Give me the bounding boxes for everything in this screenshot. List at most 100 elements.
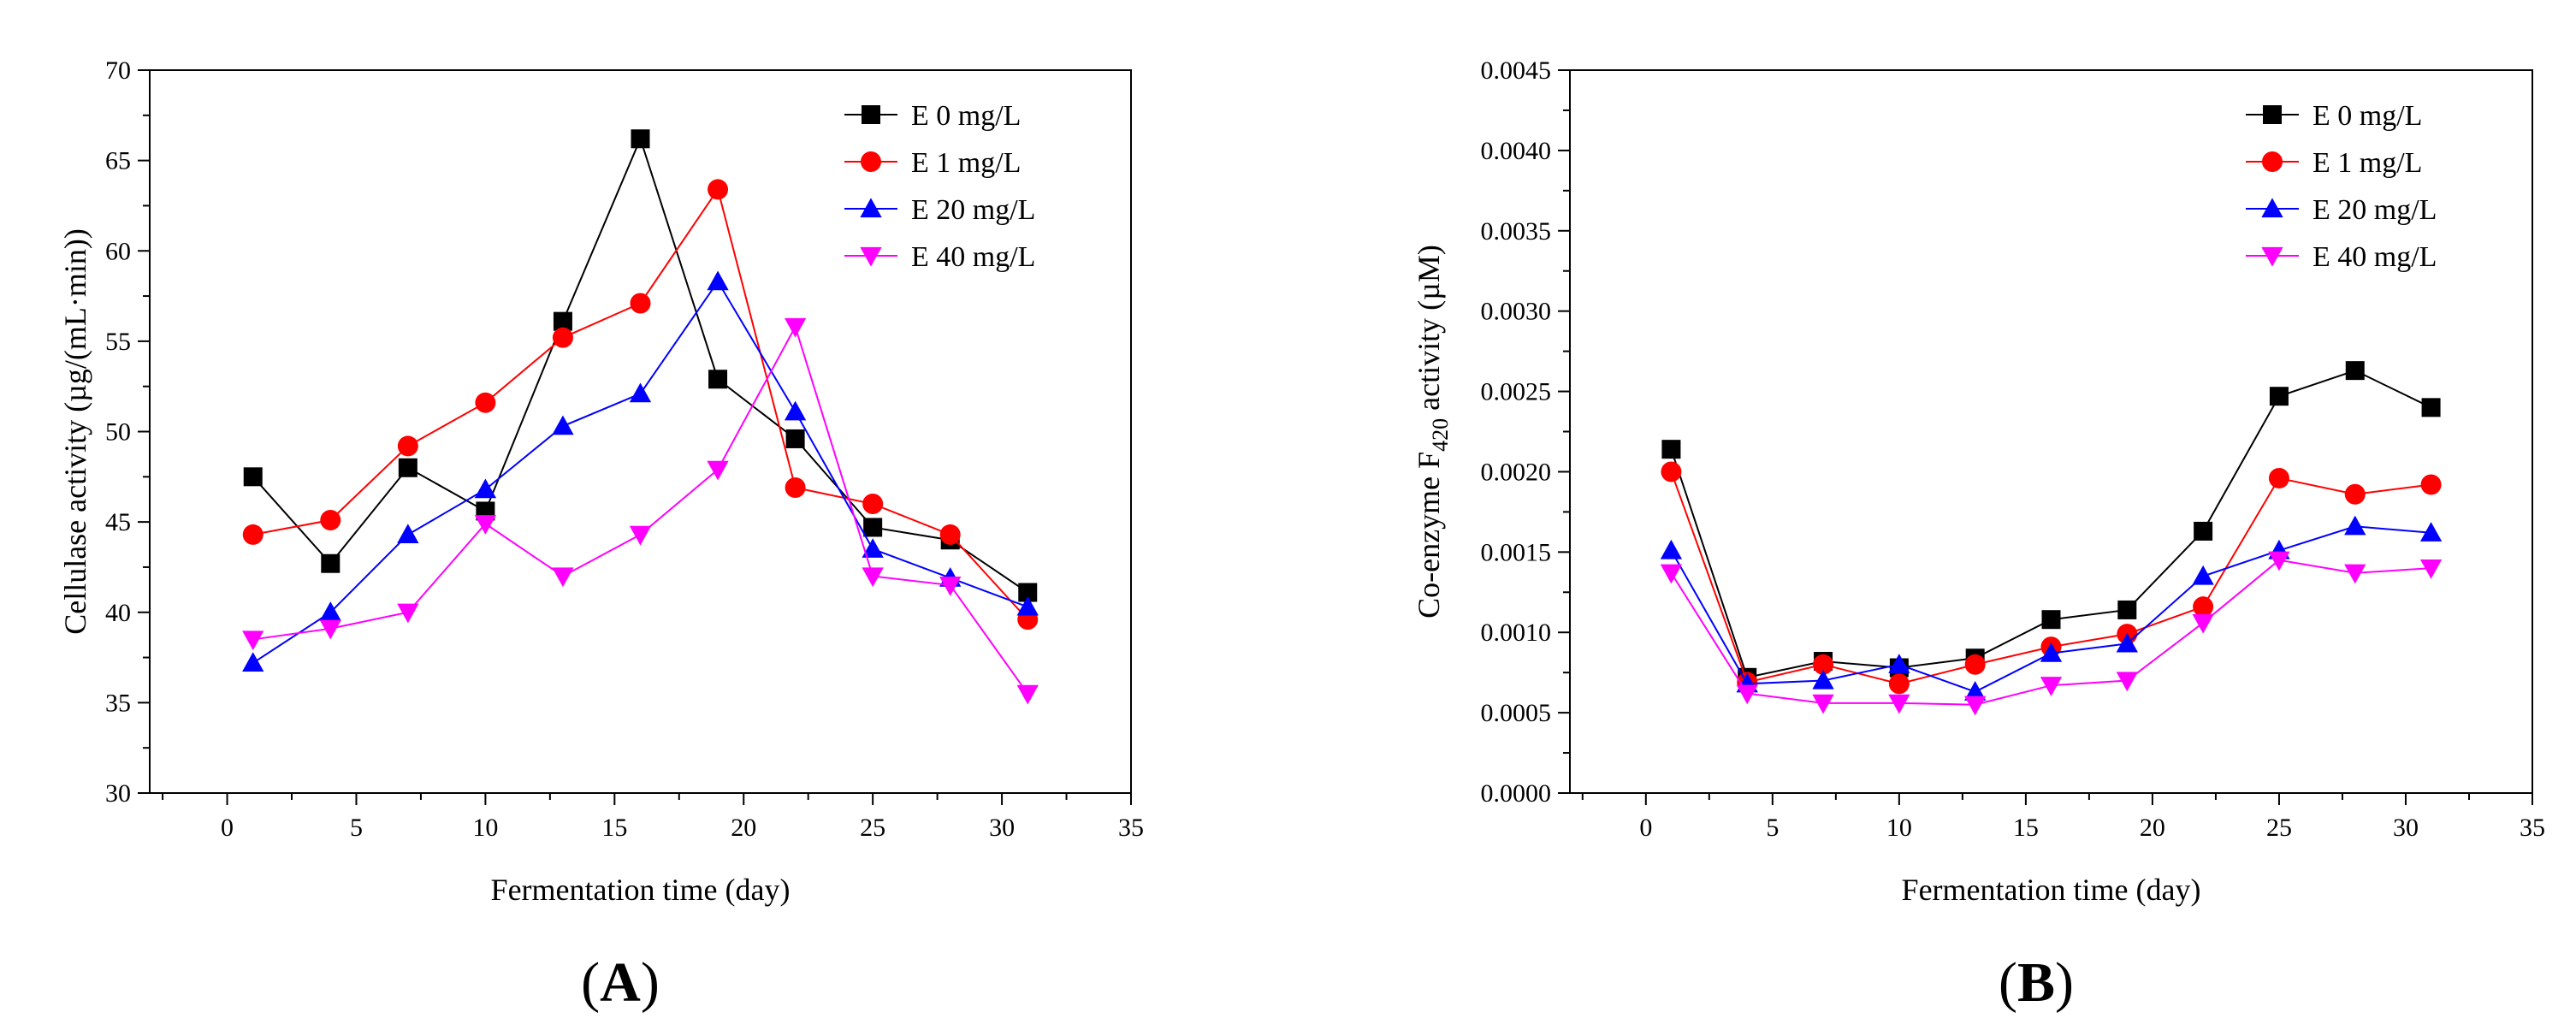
chart-a-data-point: [242, 652, 264, 672]
chart-b-x-tick-label: 15: [2013, 814, 2039, 842]
chart-b-legend-entry: E 40 mg/L: [2246, 241, 2437, 273]
chart-a-data-point: [552, 567, 574, 588]
chart-a-data-point: [629, 382, 652, 403]
chart-a-data-point: [629, 525, 652, 546]
chart-a-series-line: [252, 324, 1029, 695]
chart-a-x-tick-label: 10: [472, 814, 498, 842]
chart-b-data-point: [2040, 642, 2063, 662]
chart-b-x-tick-label: 5: [1766, 814, 1779, 842]
chart-a-y-tick-label: 50: [105, 418, 131, 447]
chart-b-legend-label: E 20 mg/L: [2312, 194, 2437, 226]
chart-a-x-tick-label: 5: [350, 814, 363, 842]
chart-b-x-tick-label: 35: [2520, 814, 2545, 842]
chart-a-legend-marker: [862, 105, 880, 124]
chart-a-legend-marker: [860, 246, 882, 267]
chart-a-x-tick-label: 25: [860, 814, 885, 842]
chart-b-legend-marker: [2261, 246, 2283, 267]
chart-b-data-point: [1964, 654, 1986, 675]
chart-a-data-point: [631, 129, 650, 149]
chart-b-data-point: [2269, 387, 2289, 406]
chart-a-data-point: [707, 270, 729, 291]
chart-a-x-tick-label: 15: [601, 814, 627, 842]
chart-b-data-point: [2040, 677, 2063, 696]
chart-b-x-tick-label: 0: [1639, 814, 1652, 842]
chart-b-y-axis-title: Co-enzyme F420 activity (µM): [1412, 245, 1453, 619]
chart-a-data-point: [785, 429, 805, 448]
chart-a-data-point: [1018, 583, 1038, 602]
chart-b-data-point: [2041, 610, 2061, 630]
chart-b-data-point: [1812, 694, 1834, 714]
chart-b-x-tick-label: 10: [1886, 814, 1912, 842]
chart-a-x-tick-label: 20: [731, 814, 756, 842]
chart-a-legend-marker: [860, 198, 882, 218]
chart-a-legend-label: E 20 mg/L: [911, 194, 1035, 226]
chart-b-data-point: [1812, 669, 1834, 690]
chart-a-data-point: [784, 317, 807, 338]
chart-a-data-point: [474, 478, 497, 499]
chart-a-data-point: [553, 311, 572, 331]
chart-a-series-3: [242, 270, 1039, 672]
chart-a-data-point: [862, 494, 884, 514]
panel-label-a: (A): [581, 951, 660, 1014]
chart-a-data-point: [475, 392, 496, 413]
chart-a-data-point: [939, 576, 962, 596]
chart-a-data-point: [862, 567, 884, 588]
chart-a-x-tick-label: 0: [221, 814, 234, 842]
chart-b-legend-entry: E 0 mg/L: [2246, 100, 2422, 132]
chart-a-series-line: [252, 280, 1028, 664]
chart-a-y-tick-label: 35: [105, 689, 131, 717]
chart-b-data-point: [1964, 696, 1987, 716]
chart-a-data-point: [242, 524, 264, 545]
chart-a-data-point: [784, 400, 807, 421]
chart-a-data-point: [708, 370, 728, 389]
chart-b-y-tick-label: 0.0000: [1481, 779, 1552, 808]
chart-b-series-line: [1670, 370, 2432, 678]
chart-b-data-point: [1660, 564, 1683, 584]
chart-b-data-point: [2192, 565, 2214, 585]
chart-a-data-point: [707, 460, 729, 481]
chart-a-data-point: [939, 524, 961, 545]
chart-b-data-point: [2345, 361, 2365, 381]
chart-a-data-point: [397, 603, 419, 624]
chart-a-data-point: [708, 179, 729, 200]
chart-a-legend-label: E 40 mg/L: [911, 241, 1035, 273]
chart-a-data-point: [242, 630, 264, 651]
chart-a-data-point: [630, 293, 651, 314]
chart-a-series-4: [242, 317, 1039, 705]
chart-a-data-point: [319, 619, 341, 640]
chart-a-data-point: [397, 524, 419, 544]
chart-b-data-point: [1888, 654, 1910, 673]
chart-a-legend-marker: [861, 151, 881, 172]
chart-b-legend-marker: [2261, 198, 2283, 218]
chart-a-data-point: [1016, 595, 1039, 616]
chart-b-data-point: [2268, 551, 2290, 571]
chart-a-x-tick-label: 35: [1118, 814, 1144, 842]
chart-b-y-tick-label: 0.0035: [1481, 217, 1552, 246]
chart-b-legend-marker: [2263, 105, 2282, 124]
chart-b-data-point: [2192, 613, 2214, 634]
chart-a-y-tick-label: 65: [105, 147, 131, 175]
chart-b-y-tick-label: 0.0025: [1481, 378, 1552, 406]
chart-b-y-axis-title-prefix: Co-enzyme F: [1412, 452, 1446, 619]
chart-b-x-tick-label: 30: [2393, 814, 2419, 842]
chart-b-data-point: [1736, 684, 1758, 705]
chart-a-data-point: [552, 327, 573, 348]
chart-b-y-tick-label: 0.0020: [1481, 458, 1552, 486]
chart-a-y-tick-label: 45: [105, 508, 131, 536]
chart-b-data-point: [1813, 654, 1834, 675]
chart-a-data-point: [863, 518, 883, 537]
panel-label-b: (B): [1999, 951, 2074, 1014]
chart-b-series-line: [1670, 525, 2431, 693]
chart-a-y-tick-label: 30: [105, 779, 131, 808]
chart-b-y-axis-title-subscript: 420: [1428, 418, 1453, 452]
chart-panel-b: 0 5 10 15 20 25 30 35 0.0000 0.0005 0.0010 0.0015 0.…: [1412, 56, 2545, 907]
chart-a-data-point: [1016, 684, 1039, 705]
chart-b-legend-label: E 0 mg/L: [2312, 100, 2422, 132]
chart-a-data-point: [474, 515, 497, 535]
chart-panel-a: 0 5 10 15 20 25 30 35 30 35 40 45 50 55 60 65 70 Fermenta…: [58, 56, 1144, 907]
chart-a-legend-label: E 0 mg/L: [911, 100, 1021, 132]
chart-a-legend-label: E 1 mg/L: [911, 147, 1021, 179]
chart-b-y-tick-label: 0.0045: [1481, 56, 1552, 85]
chart-a-legend-entry: E 40 mg/L: [844, 241, 1035, 273]
